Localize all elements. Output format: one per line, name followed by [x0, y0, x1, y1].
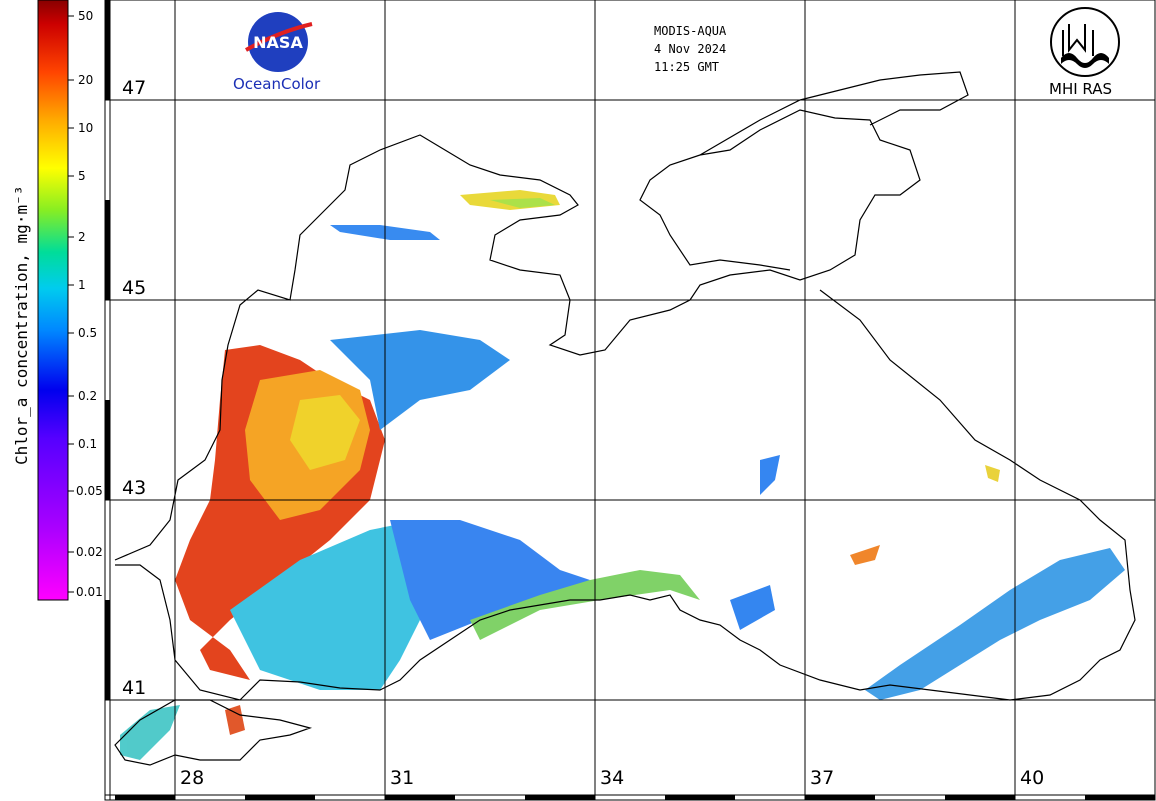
patch-east-blue [865, 548, 1125, 700]
nasa-logo: NASA [245, 12, 313, 72]
patch-west-cyan [230, 520, 440, 690]
colorbar-tick-20: 20 [78, 73, 94, 87]
colorbar-tick-0.02: 0.02 [76, 545, 103, 559]
patch-strait [120, 705, 180, 760]
lat-label-47: 47 [120, 77, 149, 99]
patch-south-rim [470, 570, 700, 640]
sensor-name: MODIS-AQUA [654, 24, 727, 38]
colorbar-tick-0.01: 0.01 [76, 585, 103, 599]
colorbar-tick-0.2: 0.2 [78, 389, 98, 403]
oceancolor-caption: OceanColor [233, 75, 321, 93]
lon-label-40: 40 [1018, 767, 1047, 789]
coastline [114, 71, 1136, 766]
lon-label-34: 34 [598, 767, 627, 789]
colorbar-tick-2: 2 [78, 230, 86, 244]
patch-west-yellow [290, 395, 360, 470]
patch-east-speck-2 [850, 545, 880, 565]
patch-east-speck-1 [760, 455, 780, 495]
colorbar-tick-0.5: 0.5 [78, 326, 98, 340]
patch-north-3 [490, 198, 555, 208]
acquisition-date: 4 Nov 2024 [654, 42, 727, 56]
acquisition-info: MODIS-AQUA 4 Nov 2024 11:25 GMT [654, 22, 726, 76]
colorbar-tick-1: 1 [78, 278, 86, 292]
acquisition-time: 11:25 GMT [654, 60, 720, 74]
patch-strait-2 [225, 705, 245, 735]
lat-label-43: 43 [120, 477, 149, 499]
lon-label-31: 31 [388, 767, 417, 789]
colorbar-tickmarks [68, 15, 74, 593]
colorbar-gradient [37, 0, 69, 601]
colorbar-tick-0.1: 0.1 [78, 437, 98, 451]
patch-central-blue [390, 520, 590, 640]
mhi-ras-logo [1050, 7, 1120, 77]
patch-west-blue [330, 330, 510, 430]
graticule [105, 0, 1155, 800]
left-ruler [105, 0, 111, 800]
lat-label-41: 41 [120, 677, 149, 699]
lon-label-28: 28 [178, 767, 207, 789]
patch-east-speck-4 [985, 465, 1000, 482]
colorbar-title: Chlor_a concentration, mg·m⁻³ [12, 185, 31, 465]
colorbar-tick-50: 50 [78, 9, 94, 23]
colorbar-tick-5: 5 [78, 169, 86, 183]
lon-label-37: 37 [808, 767, 837, 789]
mhi-ras-caption: MHI RAS [1049, 80, 1113, 98]
nasa-wordmark: NASA [253, 33, 303, 52]
patch-east-speck-3 [730, 585, 775, 630]
colorbar-tick-0.05: 0.05 [76, 484, 103, 498]
lat-label-45: 45 [120, 277, 149, 299]
colorbar-tick-10: 10 [78, 121, 94, 135]
chlorophyll-field [120, 190, 1125, 760]
bottom-ruler [105, 794, 1155, 800]
